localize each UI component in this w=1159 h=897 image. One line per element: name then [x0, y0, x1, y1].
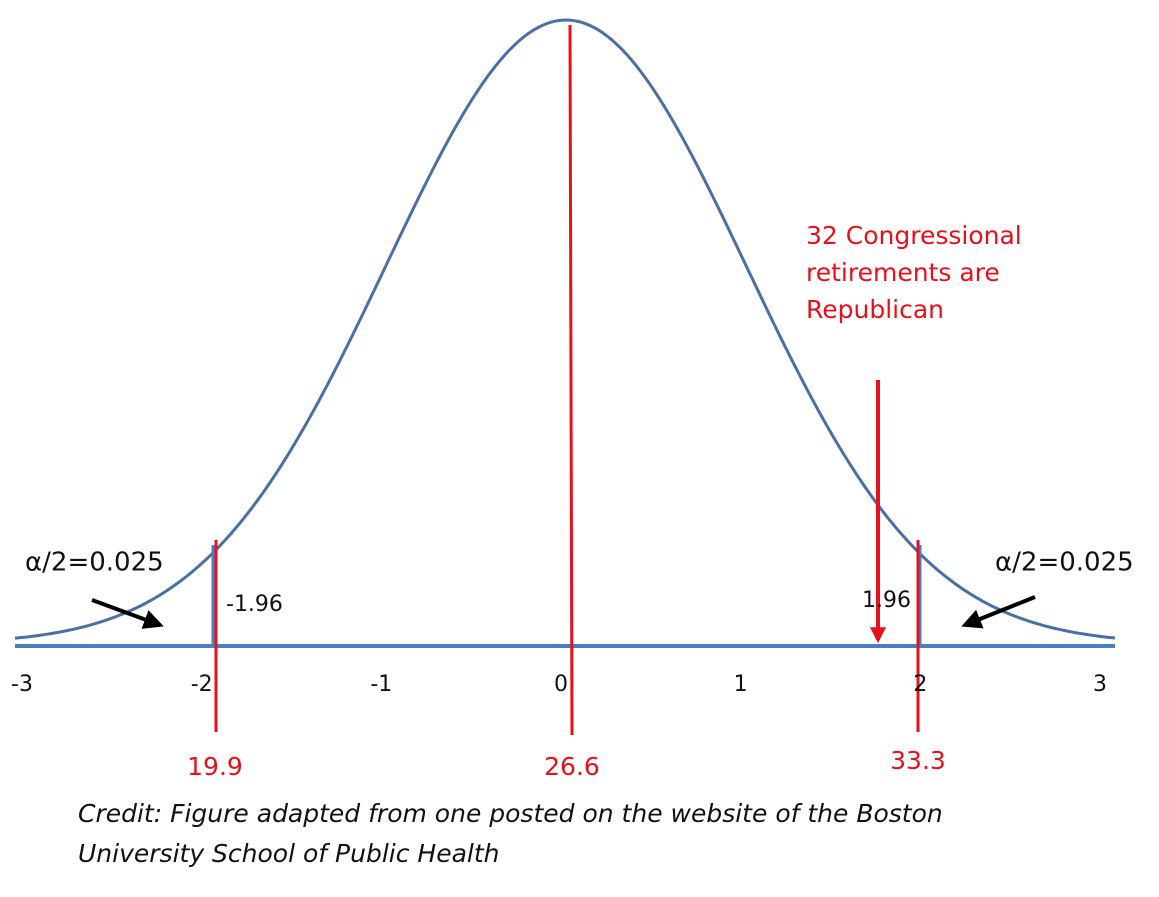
critical-label-right: 1.96 — [862, 588, 911, 613]
red-line-center — [568, 24, 574, 736]
annotation-line: 32 Congressional — [806, 221, 1022, 250]
arrow-right — [961, 595, 1036, 629]
scale-label-center: 26.6 — [544, 752, 600, 781]
x-tick-label: 1 — [734, 672, 748, 697]
x-tick-label: 3 — [1093, 672, 1107, 697]
tick-labels: -3 -2 -1 0 1 2 3 — [11, 672, 1107, 697]
alpha-label-right: α/2=0.025 — [995, 548, 1134, 578]
credit-line: University School of Public Health — [78, 839, 500, 868]
credit-line: Credit: Figure adapted from one posted o… — [78, 799, 943, 828]
x-tick-label: -2 — [191, 672, 213, 697]
normal-curve — [14, 18, 1116, 640]
scale-label-left: 19.9 — [187, 752, 243, 781]
x-tick-label: -1 — [370, 672, 392, 697]
scale-label-right: 33.3 — [890, 746, 946, 775]
arrow-left — [91, 598, 164, 629]
annotation-line: Republican — [806, 295, 944, 324]
critical-label-left: -1.96 — [226, 592, 283, 617]
annotation-line: retirements are — [806, 258, 1000, 287]
x-tick-label: -3 — [11, 672, 33, 697]
x-tick-label: 2 — [913, 672, 927, 697]
alpha-label-left: α/2=0.025 — [25, 548, 164, 578]
x-tick-label: 0 — [554, 672, 568, 697]
